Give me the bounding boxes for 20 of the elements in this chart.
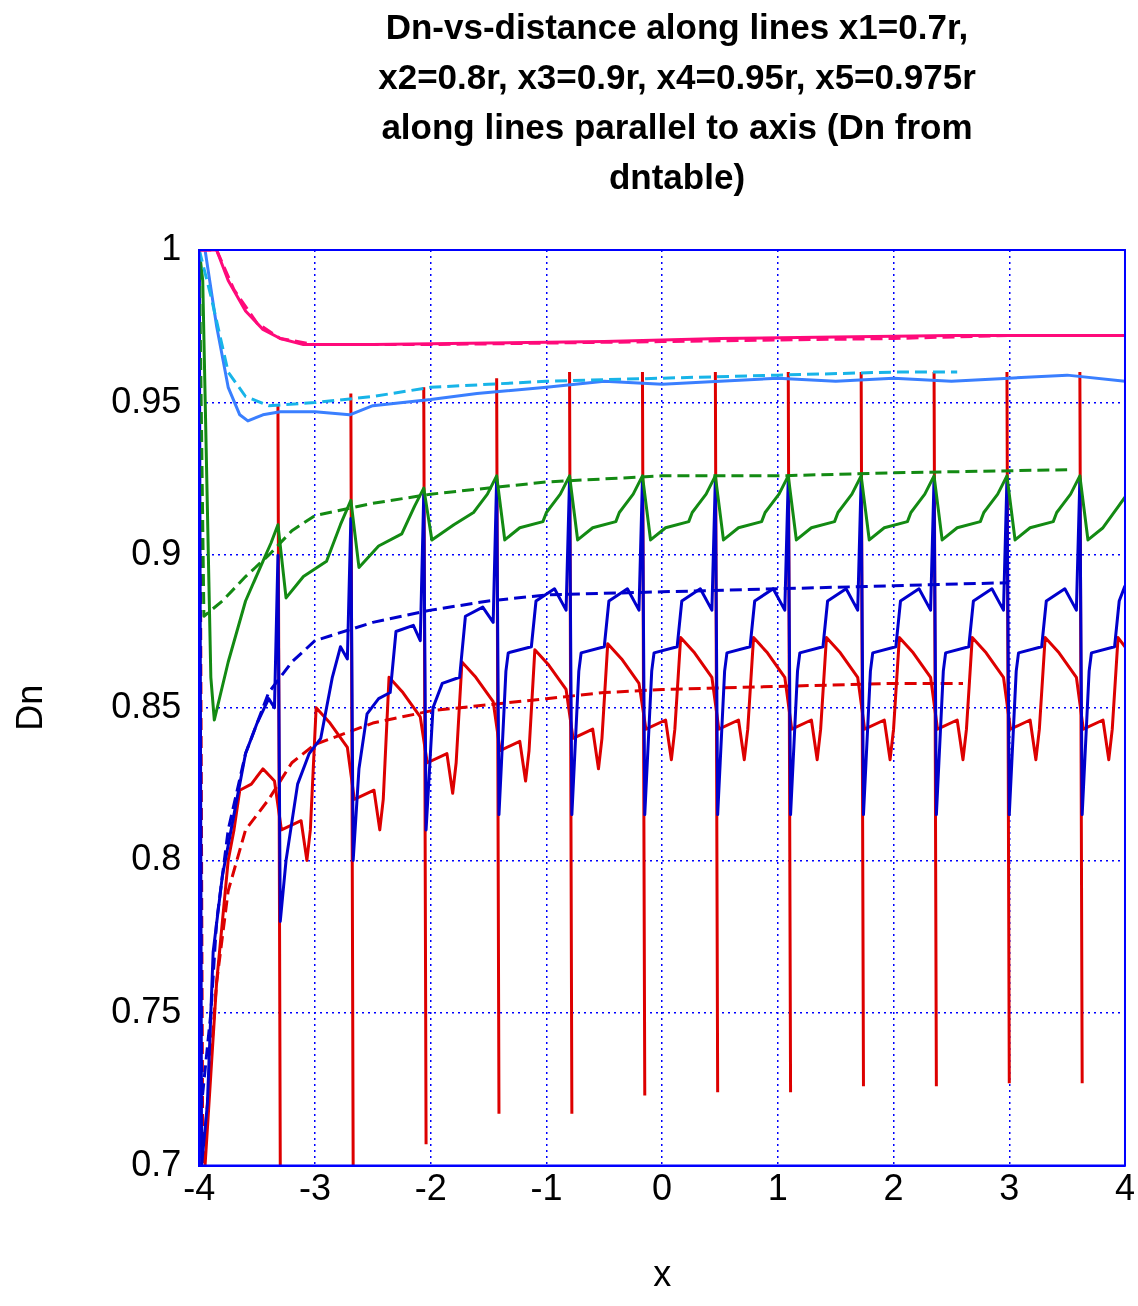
line-series — [199, 250, 959, 408]
y-tick-label: 1 — [161, 226, 182, 268]
x-tick-label: 2 — [883, 1167, 904, 1209]
x-tick-label: -4 — [183, 1167, 216, 1209]
y-tick-label: 0.9 — [131, 532, 182, 574]
x-tick-label: -2 — [414, 1167, 447, 1209]
x-tick-label: 4 — [1114, 1167, 1135, 1209]
y-tick-label: 0.8 — [131, 837, 182, 879]
y-tick-label: 0.95 — [111, 379, 182, 421]
y-axis-title: Dn — [8, 684, 50, 731]
x-tick-label: 3 — [999, 1167, 1020, 1209]
x-tick-label: 1 — [767, 1167, 788, 1209]
y-tick-label: 0.7 — [131, 1142, 182, 1184]
x-axis-title: x — [653, 1253, 672, 1295]
y-tick-label: 0.85 — [111, 684, 182, 726]
x-tick-label: 0 — [652, 1167, 673, 1209]
y-tick-label: 0.75 — [111, 989, 182, 1031]
x-tick-label: -1 — [530, 1167, 563, 1209]
x-tick-label: -3 — [298, 1167, 331, 1209]
chart-title: Dn-vs-distance along lines x1=0.7r, x2=0.8r, x3=0.9r, x4=0.95r, x5=0.975r along lines parallel to axis (Dn from dntable) — [377, 6, 977, 198]
